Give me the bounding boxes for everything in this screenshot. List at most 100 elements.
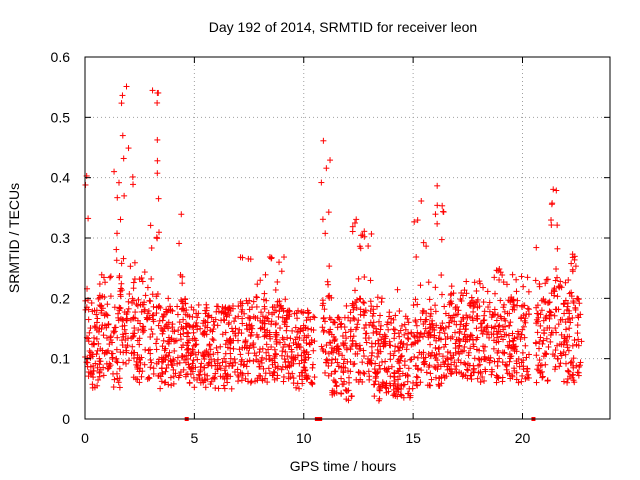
data-point — [258, 359, 265, 366]
data-point — [270, 372, 277, 379]
data-point — [287, 335, 294, 342]
data-point — [344, 358, 351, 365]
x-axis-label: GPS time / hours — [290, 458, 397, 474]
data-point — [417, 282, 424, 289]
data-point — [230, 328, 237, 335]
data-point — [121, 192, 128, 199]
data-point — [204, 372, 211, 379]
data-point — [554, 274, 561, 281]
data-point — [107, 336, 114, 343]
data-point — [273, 320, 280, 327]
data-point — [90, 367, 97, 374]
data-point — [391, 326, 398, 333]
data-point — [264, 315, 271, 322]
data-point — [330, 349, 337, 356]
data-point — [131, 259, 138, 266]
data-point — [188, 304, 195, 311]
data-point — [202, 384, 209, 391]
data-point — [111, 168, 118, 175]
data-point — [113, 257, 120, 264]
data-point — [561, 310, 568, 317]
data-point — [113, 355, 120, 362]
data-point — [257, 277, 264, 284]
data-point — [386, 309, 393, 316]
data-point — [95, 295, 102, 302]
data-point — [401, 358, 408, 365]
data-point — [194, 376, 201, 383]
data-point — [333, 382, 340, 389]
data-point — [106, 274, 113, 281]
data-point — [239, 370, 246, 377]
data-point — [336, 316, 343, 323]
x-tick-label: 5 — [190, 430, 198, 446]
data-point — [244, 370, 251, 377]
data-point — [524, 305, 531, 312]
data-point — [543, 276, 550, 283]
data-point — [447, 335, 454, 342]
data-point — [283, 323, 290, 330]
data-point — [461, 360, 468, 367]
data-point — [577, 359, 584, 366]
data-point — [332, 368, 339, 375]
data-point — [215, 385, 222, 392]
data-point — [272, 286, 279, 293]
data-point — [134, 317, 141, 324]
data-point — [304, 325, 311, 332]
data-point — [179, 280, 186, 287]
data-point — [148, 245, 155, 252]
data-point — [98, 325, 105, 332]
data-point — [398, 322, 405, 329]
data-point — [150, 365, 157, 372]
data-point — [139, 323, 146, 330]
data-point — [518, 273, 525, 280]
data-point — [538, 307, 545, 314]
data-point — [176, 319, 183, 326]
data-point — [110, 384, 117, 391]
data-point — [178, 211, 185, 218]
data-point — [278, 268, 285, 275]
data-point — [235, 378, 242, 385]
data-point — [176, 359, 183, 366]
data-point — [434, 220, 441, 227]
data-point — [190, 374, 197, 381]
data-point — [86, 329, 93, 336]
data-point — [434, 182, 441, 189]
data-point — [404, 378, 411, 385]
data-point — [328, 370, 335, 377]
data-point — [319, 324, 326, 331]
data-point — [155, 372, 162, 379]
data-point — [120, 155, 127, 162]
data-point — [260, 296, 267, 303]
data-point — [300, 322, 307, 329]
data-point — [553, 329, 560, 336]
data-point — [94, 315, 101, 322]
data-point — [137, 301, 144, 308]
data-point — [361, 274, 368, 281]
data-point — [309, 380, 316, 387]
data-point — [234, 366, 241, 373]
data-point — [117, 349, 124, 356]
data-point — [278, 366, 285, 373]
data-point — [348, 393, 355, 400]
data-point — [229, 362, 236, 369]
data-point — [130, 374, 137, 381]
data-point — [153, 360, 160, 367]
data-point — [331, 337, 338, 344]
data-point — [335, 363, 342, 370]
data-point — [246, 357, 253, 364]
data-point — [238, 330, 245, 337]
data-point — [371, 393, 378, 400]
data-point — [310, 347, 317, 354]
data-point — [296, 385, 303, 392]
data-point — [159, 343, 166, 350]
data-point — [342, 364, 349, 371]
data-point — [346, 379, 353, 386]
data-point — [222, 341, 229, 348]
data-point — [174, 311, 181, 318]
data-point — [310, 327, 317, 334]
data-point — [171, 347, 178, 354]
data-point — [546, 315, 553, 322]
data-point — [263, 341, 270, 348]
data-point — [197, 325, 204, 332]
